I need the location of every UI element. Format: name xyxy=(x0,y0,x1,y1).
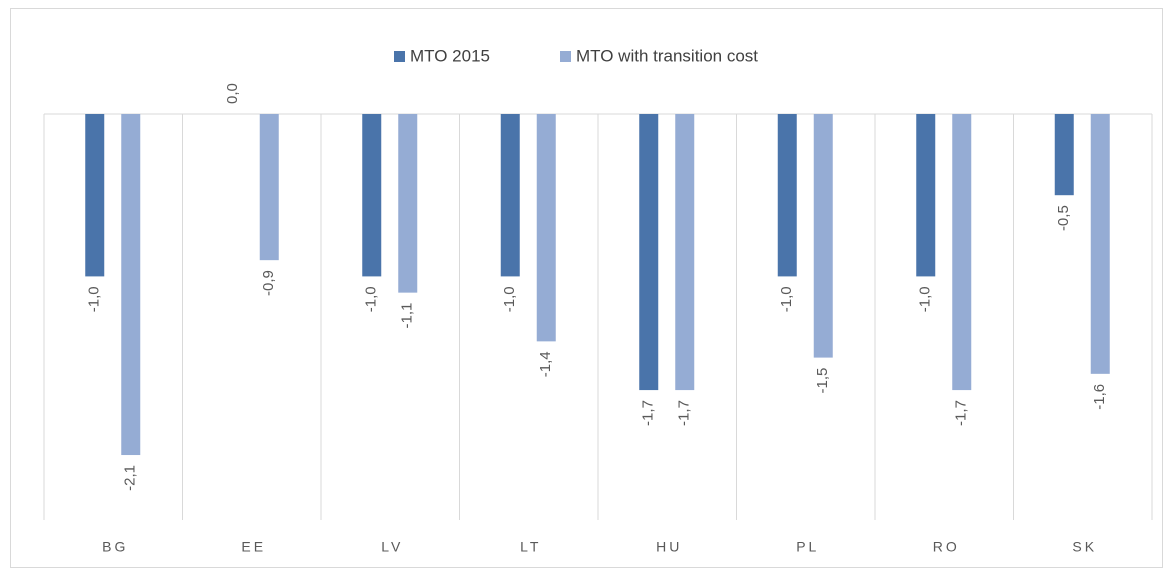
x-tick-label: LT xyxy=(520,539,541,555)
x-tick-label: BG xyxy=(102,539,128,555)
value-label: -1,7 xyxy=(676,400,693,426)
value-label: -1,6 xyxy=(1091,384,1108,410)
bar xyxy=(675,114,695,391)
chart-border xyxy=(10,8,1163,568)
bar xyxy=(813,114,833,358)
value-label: -0,5 xyxy=(1055,205,1072,231)
bar xyxy=(398,114,418,293)
value-label: -1,0 xyxy=(917,286,934,312)
value-label: -2,1 xyxy=(122,465,139,491)
bar xyxy=(1090,114,1110,374)
x-tick-label: RO xyxy=(933,539,960,555)
value-label: -1,7 xyxy=(640,400,657,426)
bar xyxy=(85,114,105,277)
x-tick-label: EE xyxy=(241,539,266,555)
bar xyxy=(500,114,520,277)
bar xyxy=(121,114,141,456)
legend-swatch xyxy=(560,51,571,62)
value-label: -1,5 xyxy=(814,368,831,394)
legend-label: MTO with transition cost xyxy=(576,46,758,65)
bar xyxy=(259,114,279,261)
x-tick-label: HU xyxy=(656,539,682,555)
x-tick-label: LV xyxy=(381,539,403,555)
legend-label: MTO 2015 xyxy=(410,46,490,65)
value-label: -1,0 xyxy=(778,286,795,312)
bar xyxy=(362,114,382,277)
legend-swatch xyxy=(394,51,405,62)
bar xyxy=(639,114,659,391)
bar xyxy=(916,114,936,277)
x-tick-label: PL xyxy=(796,539,819,555)
bar xyxy=(777,114,797,277)
bar xyxy=(952,114,972,391)
value-label: -1,7 xyxy=(953,400,970,426)
bar xyxy=(536,114,556,342)
value-label: -1,1 xyxy=(399,303,416,329)
value-label: -0,9 xyxy=(260,270,277,296)
value-label: -1,0 xyxy=(86,286,103,312)
value-label: -1,0 xyxy=(501,286,518,312)
value-label: -1,0 xyxy=(363,286,380,312)
x-tick-label: SK xyxy=(1072,539,1097,555)
value-label: -1,4 xyxy=(537,351,554,377)
bar xyxy=(1054,114,1074,196)
value-label: 0,0 xyxy=(224,83,241,104)
